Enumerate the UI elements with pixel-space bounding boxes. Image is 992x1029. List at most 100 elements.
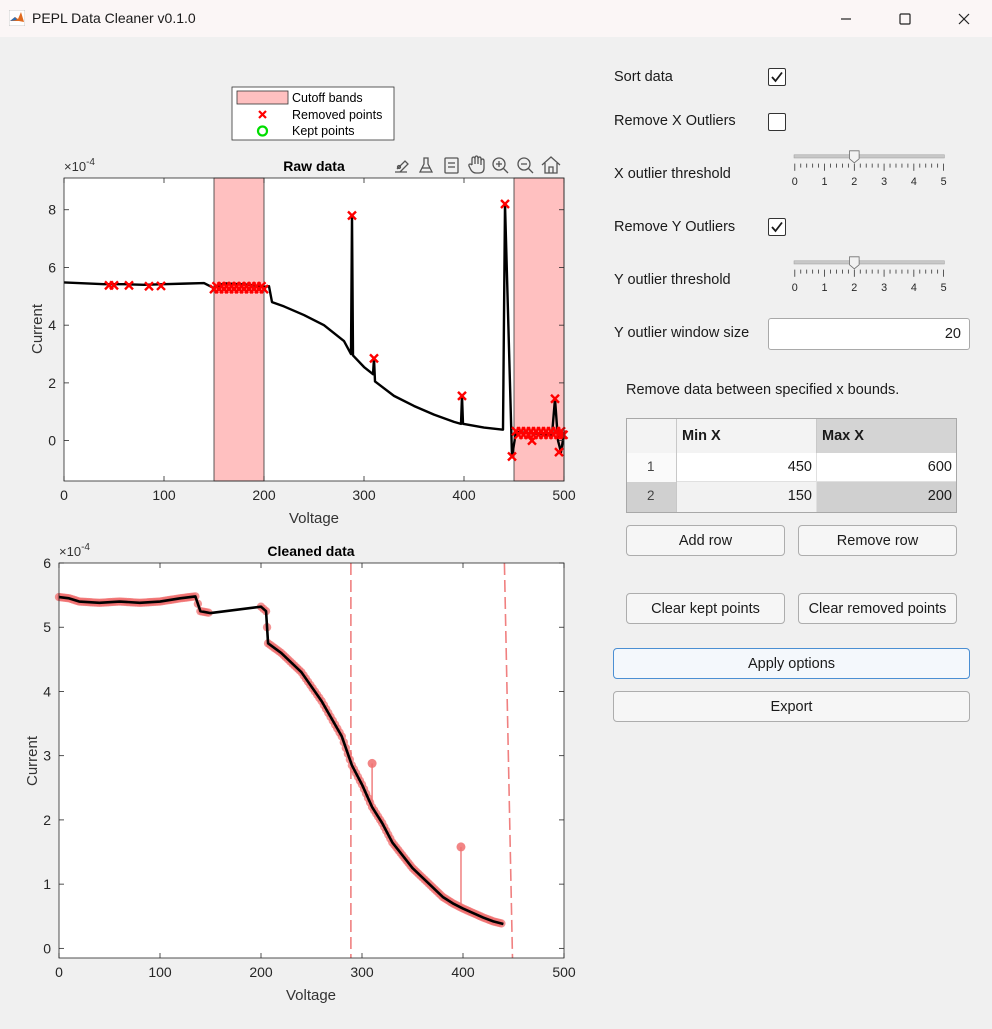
bounds-description: Remove data between specified x bounds.: [626, 382, 900, 398]
y-outlier-threshold-slider[interactable]: 0 1 2 3 4 5: [770, 256, 970, 296]
x-tick-label: 0: [55, 964, 63, 980]
slider-tick-label: 1: [822, 176, 828, 188]
removed-point-stroke: [500, 199, 510, 209]
y-outlier-threshold-label: Y outlier threshold: [614, 272, 731, 288]
slider-thumb: [849, 256, 860, 270]
removed-point: [527, 435, 537, 446]
removed-point-stroke: [369, 353, 379, 364]
removed-point: [369, 353, 379, 364]
apply-options-button[interactable]: Apply options: [613, 648, 970, 679]
legend-cutoff-swatch: [236, 90, 289, 105]
y-outlier-window-size-input[interactable]: 20: [768, 318, 970, 350]
column-header-min[interactable]: Min X: [677, 419, 817, 453]
removed-point-stroke: [144, 281, 154, 292]
x-tick-label: 500: [552, 487, 576, 503]
remove-row-button[interactable]: Remove row: [798, 525, 957, 556]
x-tick-label: 0: [60, 487, 68, 503]
removed-point: [144, 281, 154, 292]
removed-point: [124, 280, 134, 291]
y-outlier-window-size-label: Y outlier window size: [614, 325, 750, 341]
min-x-cell[interactable]: 150: [677, 482, 817, 512]
x-tick-label: 500: [552, 964, 576, 980]
close-icon: [958, 13, 970, 24]
minimize-icon: [841, 17, 851, 20]
legend-entry-cutoff: Cutoff bands: [292, 91, 363, 105]
row-index: 1: [647, 459, 655, 474]
checkmark-icon: [771, 221, 783, 233]
maximize-button[interactable]: [882, 0, 928, 37]
removed-point: [557, 429, 567, 440]
slider-tick-label: 1: [822, 282, 828, 294]
column-header-max[interactable]: Max X: [817, 419, 956, 453]
remove-x-outliers-checkbox[interactable]: [768, 113, 786, 131]
cleaned-y-label: Current: [24, 735, 41, 786]
removed-point: [347, 210, 357, 221]
clear-removed-points-button[interactable]: Clear removed points: [798, 593, 957, 624]
raw-x-label: Voltage: [289, 510, 339, 527]
removed-point-stroke: [457, 391, 467, 401]
raw-data-line: [63, 202, 566, 458]
axes-toolbar: [395, 155, 561, 174]
add-row-button[interactable]: Add row: [626, 525, 785, 556]
slider-tick-label: 5: [941, 176, 947, 188]
slider-tick-label: 3: [881, 282, 887, 294]
datatip-icon[interactable]: [444, 157, 459, 174]
clean-icon[interactable]: [418, 157, 434, 173]
removed-point-stroke: [527, 435, 537, 446]
raw-y-ticks: 0 2 4 6 8: [48, 202, 564, 449]
removed-point: [457, 391, 467, 401]
removed-point-stroke: [550, 393, 560, 404]
table-row[interactable]: 1 450 600: [627, 453, 956, 482]
x-outlier-threshold-label: X outlier threshold: [614, 166, 731, 182]
removed-point: [554, 447, 564, 457]
pan-icon[interactable]: [468, 155, 485, 174]
x-tick-label: 100: [148, 964, 172, 980]
removed-point: [550, 393, 560, 404]
max-x-cell[interactable]: 200: [817, 482, 956, 512]
y-tick-label: 2: [43, 812, 51, 828]
column-header-min-label: Min X: [682, 428, 721, 444]
row-index-header: [627, 419, 677, 453]
cleaned-x-label: Voltage: [286, 987, 336, 1004]
y-tick-label: 6: [43, 555, 51, 571]
removed-point: [259, 284, 269, 294]
cleaned-data-plot[interactable]: 0 100 200 300 400 500 0 1 2 3 4 5 6 Cleaned data Vo…: [24, 542, 576, 1004]
zoom-in-icon[interactable]: [492, 157, 509, 174]
min-x-value: 450: [787, 459, 812, 475]
cleaned-x-ticks: 0 100 200 300 400 500: [55, 563, 576, 980]
home-icon[interactable]: [541, 156, 561, 174]
x-outlier-threshold-slider[interactable]: 0 1 2 3 4 5: [770, 150, 970, 190]
close-button[interactable]: [941, 0, 987, 37]
table-row[interactable]: 2 150 200: [627, 482, 956, 512]
sort-data-checkbox[interactable]: [768, 68, 786, 86]
clear-kept-points-button[interactable]: Clear kept points: [626, 593, 785, 624]
export-button[interactable]: Export: [613, 691, 970, 722]
outlier-marker: [367, 758, 377, 768]
cleaned-exponent: ×10-4: [59, 542, 90, 559]
slider-tick-label: 0: [792, 282, 798, 294]
max-x-value: 200: [927, 488, 952, 504]
zoom-out-icon[interactable]: [517, 157, 534, 174]
y-tick-label: 0: [48, 433, 56, 449]
x-tick-label: 400: [451, 964, 475, 980]
plots-area: Cutoff bands Removed points Kept points: [24, 86, 576, 1004]
sort-data-label: Sort data: [614, 69, 673, 85]
slider-track: [793, 154, 945, 159]
removed-point-stroke: [347, 210, 357, 221]
bounds-table[interactable]: Min X Max X 1 450 600 2 150 200: [626, 418, 957, 513]
row-index-cell: 1: [627, 453, 677, 482]
remove-y-outliers-checkbox[interactable]: [768, 218, 786, 236]
cleaned-y-ticks: 0 1 2 3 4 5 6: [43, 555, 564, 956]
brush-icon[interactable]: [395, 160, 409, 173]
minimize-button[interactable]: [823, 0, 869, 37]
min-x-cell[interactable]: 450: [677, 453, 817, 482]
legend-entry-removed: Removed points: [292, 108, 382, 122]
cleaned-exponent-base: ×10: [59, 544, 81, 559]
slider-tick-label: 5: [941, 282, 947, 294]
max-x-cell[interactable]: 600: [817, 453, 956, 482]
removed-point-stroke: [554, 447, 564, 457]
raw-exponent: ×10-4: [64, 157, 95, 174]
window-title: PEPL Data Cleaner v0.1.0: [32, 10, 196, 26]
cleaned-data-line: [58, 595, 504, 926]
